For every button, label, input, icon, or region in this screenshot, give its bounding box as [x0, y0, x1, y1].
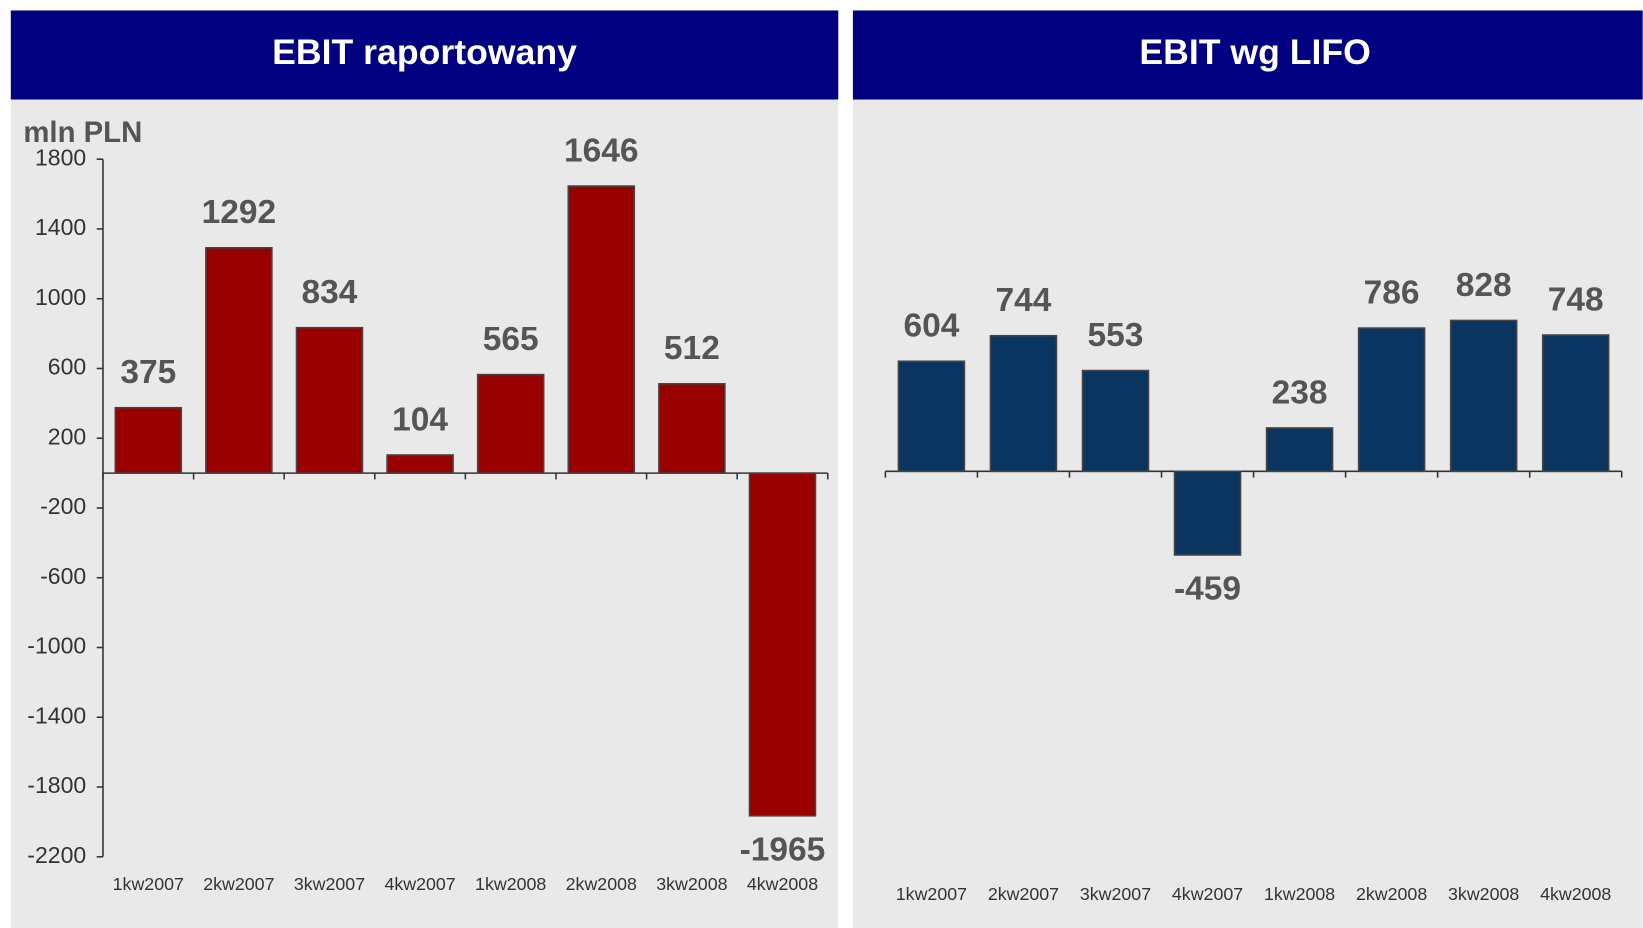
data-label: 744	[995, 282, 1051, 319]
y-tick-label: -1000	[27, 633, 86, 659]
bar	[989, 334, 1058, 473]
x-tick-label: 1kw2007	[113, 874, 184, 894]
x-tick-label: 1kw2008	[475, 874, 546, 894]
y-tick-label: 1800	[35, 144, 86, 170]
x-tick-label: 3kw2008	[1448, 884, 1519, 904]
y-tick-label: 1400	[35, 214, 86, 240]
y-tick-label: 600	[48, 354, 86, 380]
bar	[567, 185, 636, 474]
x-tick-label: 1kw2008	[1264, 884, 1335, 904]
data-label: 553	[1088, 317, 1144, 354]
y-axis-label: mln PLN	[23, 116, 142, 149]
data-label: 604	[903, 308, 959, 345]
chart-title: EBIT raportowany	[272, 32, 577, 72]
bar	[658, 383, 726, 474]
x-tick-label: 3kw2008	[656, 874, 727, 894]
panel-header	[10, 10, 839, 100]
bar	[1541, 334, 1610, 473]
x-tick-label: 4kw2008	[1540, 884, 1611, 904]
data-label: 786	[1364, 274, 1420, 311]
x-tick-label: 2kw2008	[1356, 884, 1427, 904]
bar	[748, 472, 817, 817]
bar	[1357, 327, 1426, 473]
data-label: 565	[483, 321, 539, 358]
x-tick-label: 3kw2007	[1080, 884, 1151, 904]
data-label: -459	[1174, 570, 1241, 607]
x-tick-label: 2kw2007	[988, 884, 1059, 904]
data-label: 375	[120, 354, 176, 391]
chart-title: EBIT wg LIFO	[1139, 32, 1370, 72]
x-tick-label: 2kw2007	[203, 874, 274, 894]
data-label: 1292	[202, 194, 277, 231]
data-label: 104	[392, 401, 448, 438]
x-tick-label: 3kw2007	[294, 874, 365, 894]
x-tick-label: 1kw2007	[896, 884, 967, 904]
bar	[897, 360, 966, 473]
data-label: 834	[302, 274, 358, 311]
x-tick-label: 4kw2007	[1172, 884, 1243, 904]
data-label: 238	[1272, 374, 1328, 411]
panel	[852, 10, 1643, 928]
y-tick-label: -2200	[27, 842, 86, 868]
data-label: 748	[1548, 281, 1604, 318]
y-tick-label: 200	[48, 423, 86, 449]
bar	[295, 326, 364, 474]
bar	[1265, 427, 1334, 473]
y-tick-label: -1800	[27, 772, 86, 798]
y-tick-label: 1000	[35, 284, 86, 310]
x-tick-label: 4kw2008	[747, 874, 818, 894]
bar	[205, 247, 273, 474]
bar	[1173, 470, 1242, 556]
y-tick-label: -600	[40, 563, 86, 589]
panel-header	[852, 10, 1643, 100]
x-tick-label: 2kw2008	[566, 874, 637, 894]
data-label: 1646	[564, 132, 639, 169]
bar	[386, 454, 454, 474]
bar	[476, 373, 545, 474]
y-tick-label: -1400	[27, 702, 86, 728]
data-label: 828	[1456, 267, 1512, 304]
bar	[1449, 319, 1518, 473]
bar	[114, 406, 183, 474]
data-label: 512	[664, 330, 720, 367]
x-tick-label: 4kw2007	[384, 874, 455, 894]
bar	[1081, 369, 1150, 473]
data-label: -1965	[740, 831, 826, 868]
y-tick-label: -200	[40, 493, 86, 519]
